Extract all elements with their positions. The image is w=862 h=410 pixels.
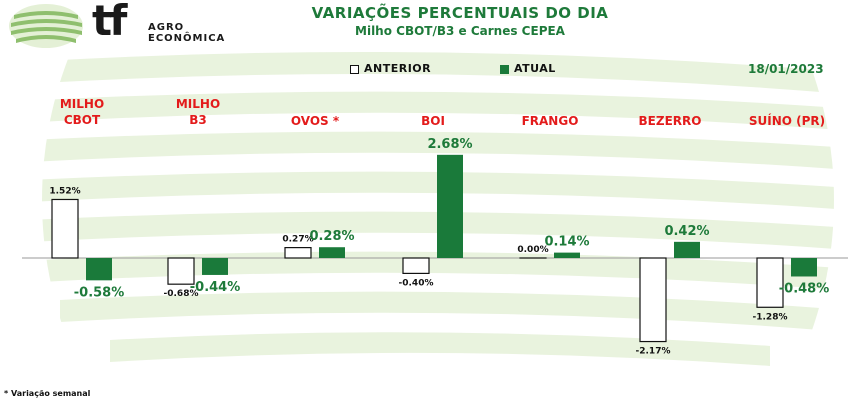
legend-swatch-anterior [350,65,359,74]
data-label-atual: -0.48% [779,281,830,296]
bar-atual [437,154,463,258]
data-label-atual: 0.14% [544,235,589,250]
bar-atual [554,252,580,258]
legend-label-anterior: ANTERIOR [364,62,432,75]
category-label: BEZERRO [639,114,702,128]
category-label: MILHO [60,97,104,111]
data-label-anterior: -0.40% [399,278,434,288]
category-label: SUÍNO (PR) [749,113,825,128]
bar-anterior [756,257,784,308]
bar-anterior [284,247,312,259]
footnote: * Variação semanal [4,389,91,398]
data-label-atual: 2.68% [427,137,472,152]
category-label: OVOS * [291,114,340,128]
data-label-atual: 0.28% [309,229,354,244]
brand-logo: tf AGRO ECONÔMICA [8,0,248,50]
logo-subtitle-2: ECONÔMICA [148,33,226,44]
category-label: MILHO [176,97,220,111]
bar-atual [319,247,345,258]
bar-anterior [639,257,667,343]
legend-label-atual: ATUAL [514,62,556,75]
data-label-atual: -0.58% [74,285,125,300]
chart-title: VARIAÇÕES PERCENTUAIS DO DIA [311,4,609,22]
bar-atual [791,258,817,277]
category-label: FRANGO [522,114,579,128]
category-label: BOI [421,114,445,128]
bar-anterior [51,198,79,259]
data-label-anterior: 0.27% [282,235,313,245]
bar-anterior [167,257,195,285]
category-label: CBOT [64,113,101,127]
data-label-anterior: -1.28% [753,312,788,322]
bar-atual [674,241,700,258]
data-label-anterior: 0.00% [517,245,548,255]
data-label-atual: -0.44% [190,280,241,295]
bar-atual [86,258,112,281]
chart-subtitle: Milho CBOT/B3 e Carnes CEPEA [355,24,565,38]
data-label-anterior: 1.52% [49,186,80,196]
leaf-logo-icon [9,4,83,48]
data-label-anterior: -2.17% [636,347,671,357]
data-label-atual: 0.42% [664,224,709,239]
logo-subtitle-1: AGRO [148,22,185,33]
data-label-anterior: -0.68% [164,289,199,299]
legend-swatch-atual [500,65,509,74]
logo-wordmark: tf [92,0,127,45]
category-label: B3 [189,113,207,127]
report-date: 18/01/2023 [748,62,824,76]
bar-atual [202,258,228,275]
bar-anterior [402,257,430,274]
